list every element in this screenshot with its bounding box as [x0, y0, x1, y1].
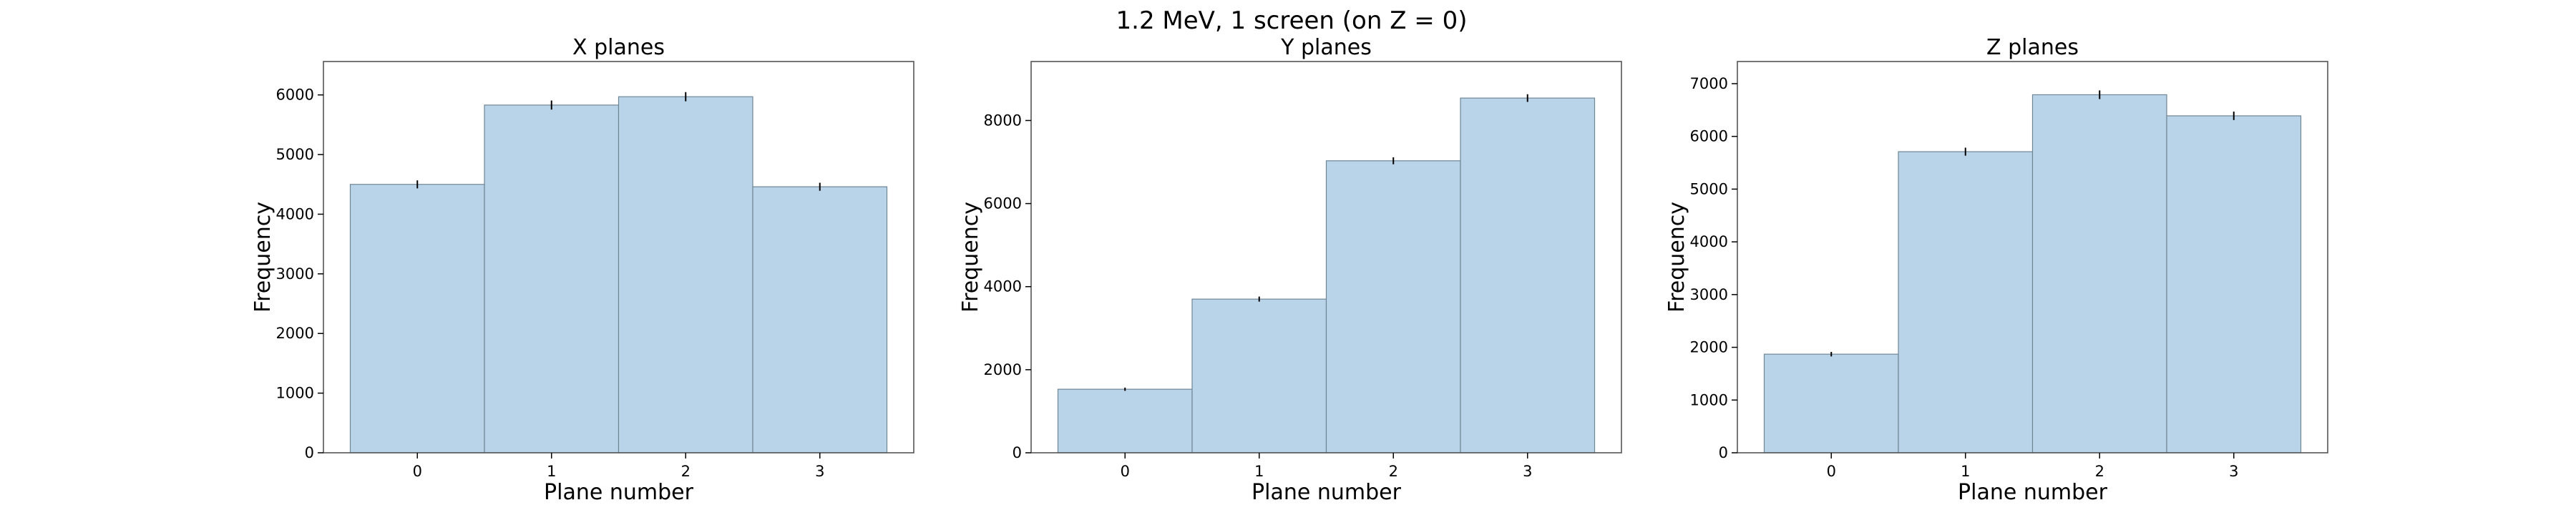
bar-1 — [484, 104, 620, 453]
y-axis-label: Frequency — [250, 202, 275, 313]
y-tick-label: 6000 — [1690, 128, 1728, 145]
y-axis-label: Frequency — [1664, 202, 1689, 313]
x-tick-label: 1 — [1254, 463, 1264, 480]
y-tick-label: 2000 — [984, 361, 1022, 378]
x-tick-label: 2 — [1389, 463, 1398, 480]
y-axis-label: Frequency — [958, 202, 983, 313]
y-tick-label: 2000 — [1690, 339, 1728, 356]
y-tick-label: 0 — [305, 444, 314, 461]
x-tick-label: 0 — [1121, 463, 1130, 480]
y-tick-label: 4000 — [984, 278, 1022, 295]
bar-0 — [349, 184, 485, 453]
bar-3 — [752, 186, 888, 453]
y-tick-label: 2000 — [276, 325, 314, 342]
y-tick-label: 1000 — [276, 385, 314, 402]
x-tick-label: 0 — [413, 463, 422, 480]
x-tick-label: 0 — [1827, 463, 1836, 480]
x-axis-label: Plane number — [1958, 480, 2108, 505]
x-tick-label: 2 — [681, 463, 691, 480]
y-tick-label: 4000 — [276, 205, 314, 222]
plot-frame — [1030, 61, 1622, 453]
y-tick-label: 5000 — [1690, 180, 1728, 197]
bar-3 — [2166, 115, 2302, 453]
y-tick-label: 0 — [1719, 444, 1728, 461]
chart-panel-0: 0 1000 2000 3000 4000 5000 6000 0 1 2 3 X planes Pla… — [250, 35, 914, 505]
chart-panel-2: 0 1000 2000 3000 4000 5000 6000 7000 0 1 2 3 Z plane… — [1664, 35, 2328, 505]
panel-title: Z planes — [1986, 35, 2079, 60]
bar-2 — [2031, 94, 2167, 453]
bar-1 — [1898, 151, 2034, 453]
x-tick-label: 2 — [2095, 463, 2104, 480]
x-tick-label: 3 — [1523, 463, 1532, 480]
y-tick-label: 6000 — [984, 195, 1022, 212]
chart-panel-1: 0 2000 4000 6000 8000 0 1 2 3 Y planes Plane numbe… — [958, 35, 1622, 505]
y-tick-label: 5000 — [276, 146, 314, 163]
bar-2 — [1325, 160, 1461, 453]
y-tick-label: 3000 — [1690, 286, 1728, 303]
x-tick-label: 1 — [547, 463, 556, 480]
x-axis-label: Plane number — [544, 480, 694, 505]
bar-0 — [1763, 353, 1899, 453]
x-tick-label: 3 — [2229, 463, 2238, 480]
x-tick-label: 3 — [815, 463, 824, 480]
y-tick-label: 6000 — [276, 87, 314, 104]
bar-3 — [1460, 97, 1596, 453]
x-axis-label: Plane number — [1252, 480, 1402, 505]
y-tick-label: 8000 — [984, 112, 1022, 129]
y-tick-label: 3000 — [276, 265, 314, 283]
y-tick-label: 7000 — [1690, 75, 1728, 92]
bar-2 — [618, 96, 753, 453]
panel-title: X planes — [572, 35, 665, 60]
panel-title: Y planes — [1280, 35, 1372, 60]
figure-title: 1.2 MeV, 1 screen (on Z = 0) — [1116, 6, 1468, 35]
y-tick-label: 1000 — [1690, 391, 1728, 408]
x-tick-label: 1 — [1961, 463, 1970, 480]
bar-1 — [1191, 298, 1327, 453]
plot-frame — [323, 61, 914, 453]
y-tick-label: 4000 — [1690, 233, 1728, 250]
plot-frame — [1737, 61, 2328, 453]
bar-0 — [1057, 388, 1193, 453]
y-tick-label: 0 — [1013, 444, 1022, 461]
